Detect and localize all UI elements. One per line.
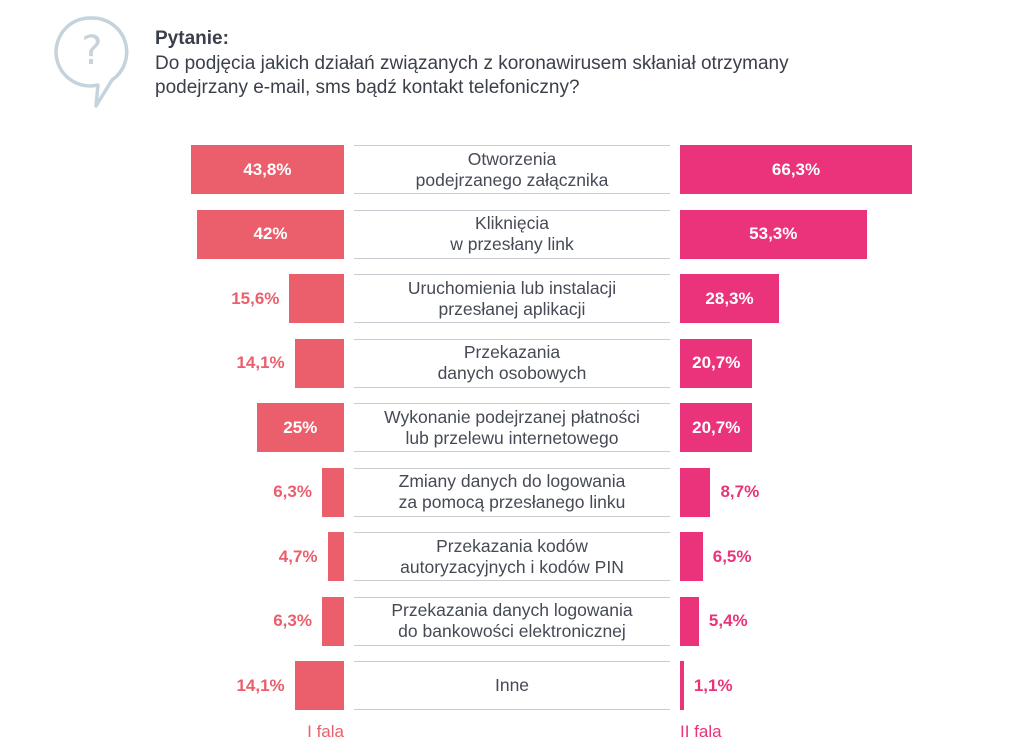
- category-label: Przekazania kodów autoryzacyjnych i kodó…: [354, 532, 670, 581]
- legend-label: II fala: [680, 722, 722, 741]
- bar: [327, 532, 344, 581]
- bar: [680, 145, 913, 194]
- question-label: Pytanie:: [155, 28, 229, 49]
- category-label: Zmiany danych do logowania za pomocą prz…: [354, 467, 670, 517]
- value-label: 42%: [253, 224, 288, 243]
- bar: [294, 661, 344, 710]
- bar: [321, 467, 344, 517]
- icon-symbol: ?: [81, 28, 102, 74]
- value-label: 53,3%: [749, 224, 798, 243]
- value-label: 6,5%: [712, 546, 752, 566]
- value-label: 20,7%: [692, 417, 741, 437]
- value-label: 6,3%: [273, 482, 312, 501]
- value-label: 20,7%: [692, 353, 741, 372]
- category-label: Inne: [354, 661, 670, 710]
- speech-bubble: [54, 16, 129, 108]
- category-label: Kliknięcia w przesłany link: [354, 209, 670, 259]
- bar: [190, 145, 344, 194]
- bar: [256, 403, 344, 452]
- value-label: 14,1%: [236, 353, 285, 372]
- value-label: 4,7%: [278, 546, 318, 566]
- value-label: 25%: [283, 417, 318, 437]
- bar: [680, 338, 753, 388]
- bar: [680, 532, 703, 581]
- bar: [197, 209, 344, 259]
- value-label: 28,3%: [705, 288, 754, 308]
- value-label: 15,6%: [231, 288, 280, 308]
- bar: [289, 274, 344, 323]
- bar: [321, 596, 344, 646]
- category-label: Przekazania danych logowania do bankowoś…: [354, 596, 670, 646]
- bar: [680, 661, 684, 710]
- bar: [680, 209, 867, 259]
- question-icon: ?: [54, 16, 129, 108]
- bar: [680, 596, 699, 646]
- value-label: 6,3%: [273, 611, 312, 630]
- category-label: Wykonanie podejrzanej płatności lub prze…: [354, 403, 670, 452]
- value-label: 66,3%: [771, 159, 821, 179]
- legend-label: I fala: [307, 722, 344, 741]
- category-label: Otworzenia podejrzanego załącznika: [354, 145, 670, 194]
- value-label: 1,1%: [693, 675, 733, 695]
- bar: [680, 403, 753, 452]
- bar: [680, 274, 780, 323]
- bar: [680, 467, 711, 517]
- category-label: Przekazania danych osobowych: [354, 338, 670, 388]
- value-label: 14,1%: [236, 675, 285, 695]
- category-label: Uruchomienia lub instalacji przesłanej a…: [354, 274, 670, 323]
- bar: [294, 338, 344, 388]
- value-label: 5,4%: [708, 611, 748, 630]
- value-label: 43,8%: [243, 159, 292, 179]
- question-text: Do podjęcia jakich działań związanych z …: [155, 53, 789, 98]
- value-label: 8,7%: [720, 482, 760, 501]
